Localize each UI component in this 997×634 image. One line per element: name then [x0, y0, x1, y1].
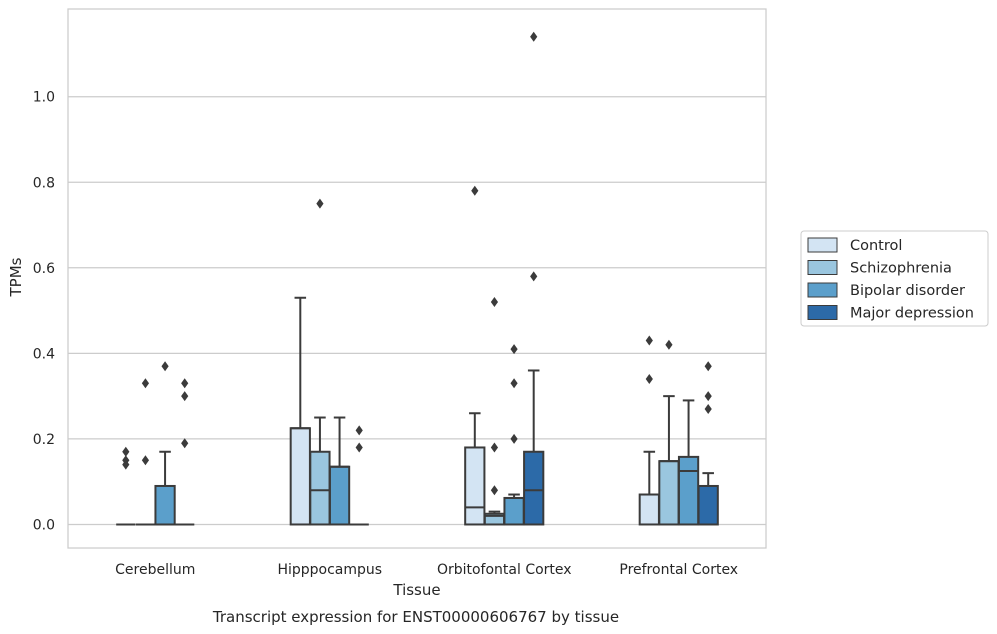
y-tick-label: 0.2	[33, 432, 55, 448]
y-tick-label: 0.6	[33, 261, 55, 277]
box	[658, 460, 680, 526]
box	[523, 450, 545, 526]
box	[677, 455, 700, 526]
outlier-point	[122, 459, 130, 470]
chart-caption: Transcript expression for ENST0000060676…	[212, 608, 619, 626]
y-axis-ticks: 0.0 0.2 0.4 0.6 0.8 1.0	[33, 90, 55, 534]
y-axis-title: TPMs	[7, 257, 25, 297]
outlier-point	[161, 361, 169, 372]
y-tick-label: 1.0	[33, 90, 55, 106]
box	[328, 465, 351, 526]
outlier-point	[665, 339, 673, 350]
outlier-point	[141, 455, 150, 466]
plot-area-frame	[67, 8, 767, 549]
outlier-point	[510, 344, 518, 355]
x-tick-label: Hipppocampus	[277, 562, 382, 578]
outlier-point	[704, 391, 712, 402]
outlier-point	[355, 425, 363, 436]
outlier-point	[181, 438, 189, 449]
outlier-point	[510, 378, 518, 389]
outlier-point	[645, 335, 653, 346]
y-tick-label: 0.8	[33, 175, 55, 191]
legend-label: Schizophrenia	[850, 261, 952, 277]
outlier-point	[530, 271, 538, 282]
legend-label: Bipolar disorder	[850, 283, 965, 299]
box	[154, 484, 176, 526]
box	[309, 450, 331, 526]
series-major-depression	[175, 31, 719, 526]
outlier-point	[141, 378, 150, 389]
outlier-point	[181, 391, 189, 402]
outlier-point	[355, 442, 363, 453]
series-control	[116, 185, 660, 526]
outlier-point	[122, 446, 130, 457]
legend-label: Control	[850, 238, 902, 254]
box	[289, 427, 311, 526]
series-bipolar-disorder	[154, 344, 700, 526]
legend-swatch	[807, 282, 838, 298]
outlier-point	[704, 403, 712, 414]
box	[638, 493, 660, 526]
outlier-point	[316, 198, 324, 209]
legend-frame	[800, 230, 989, 327]
legend-swatch	[807, 260, 838, 275]
legend: Control Schizophrenia Bipolar disorder Majo…	[800, 230, 989, 327]
box	[503, 496, 525, 526]
x-tick-label: Cerebellum	[115, 562, 195, 578]
outlier-point	[471, 185, 479, 196]
outlier-point	[490, 442, 499, 453]
legend-swatch	[807, 237, 838, 253]
box-series	[116, 31, 719, 526]
x-axis-ticks: Cerebellum Hipppocampus Orbitofontal Corte…	[115, 562, 738, 578]
x-axis-title: Tissue	[392, 581, 440, 599]
x-tick-label: Orbitofontal Cortex	[437, 562, 572, 578]
legend-swatch	[807, 305, 838, 320]
outlier-point	[530, 31, 538, 42]
legend-label: Major depression	[850, 306, 974, 322]
x-tick-label: Prefrontal Cortex	[619, 562, 738, 578]
box	[697, 484, 719, 526]
outlier-point	[490, 485, 499, 496]
outlier-point	[704, 361, 712, 372]
outlier-point	[181, 378, 189, 389]
outlier-point	[490, 297, 499, 308]
y-tick-label: 0.4	[33, 346, 55, 362]
outlier-point	[510, 433, 518, 444]
box	[464, 446, 486, 526]
y-tick-label: 0.0	[33, 517, 55, 533]
series-schizophrenia	[135, 198, 680, 526]
outlier-point	[645, 374, 653, 385]
